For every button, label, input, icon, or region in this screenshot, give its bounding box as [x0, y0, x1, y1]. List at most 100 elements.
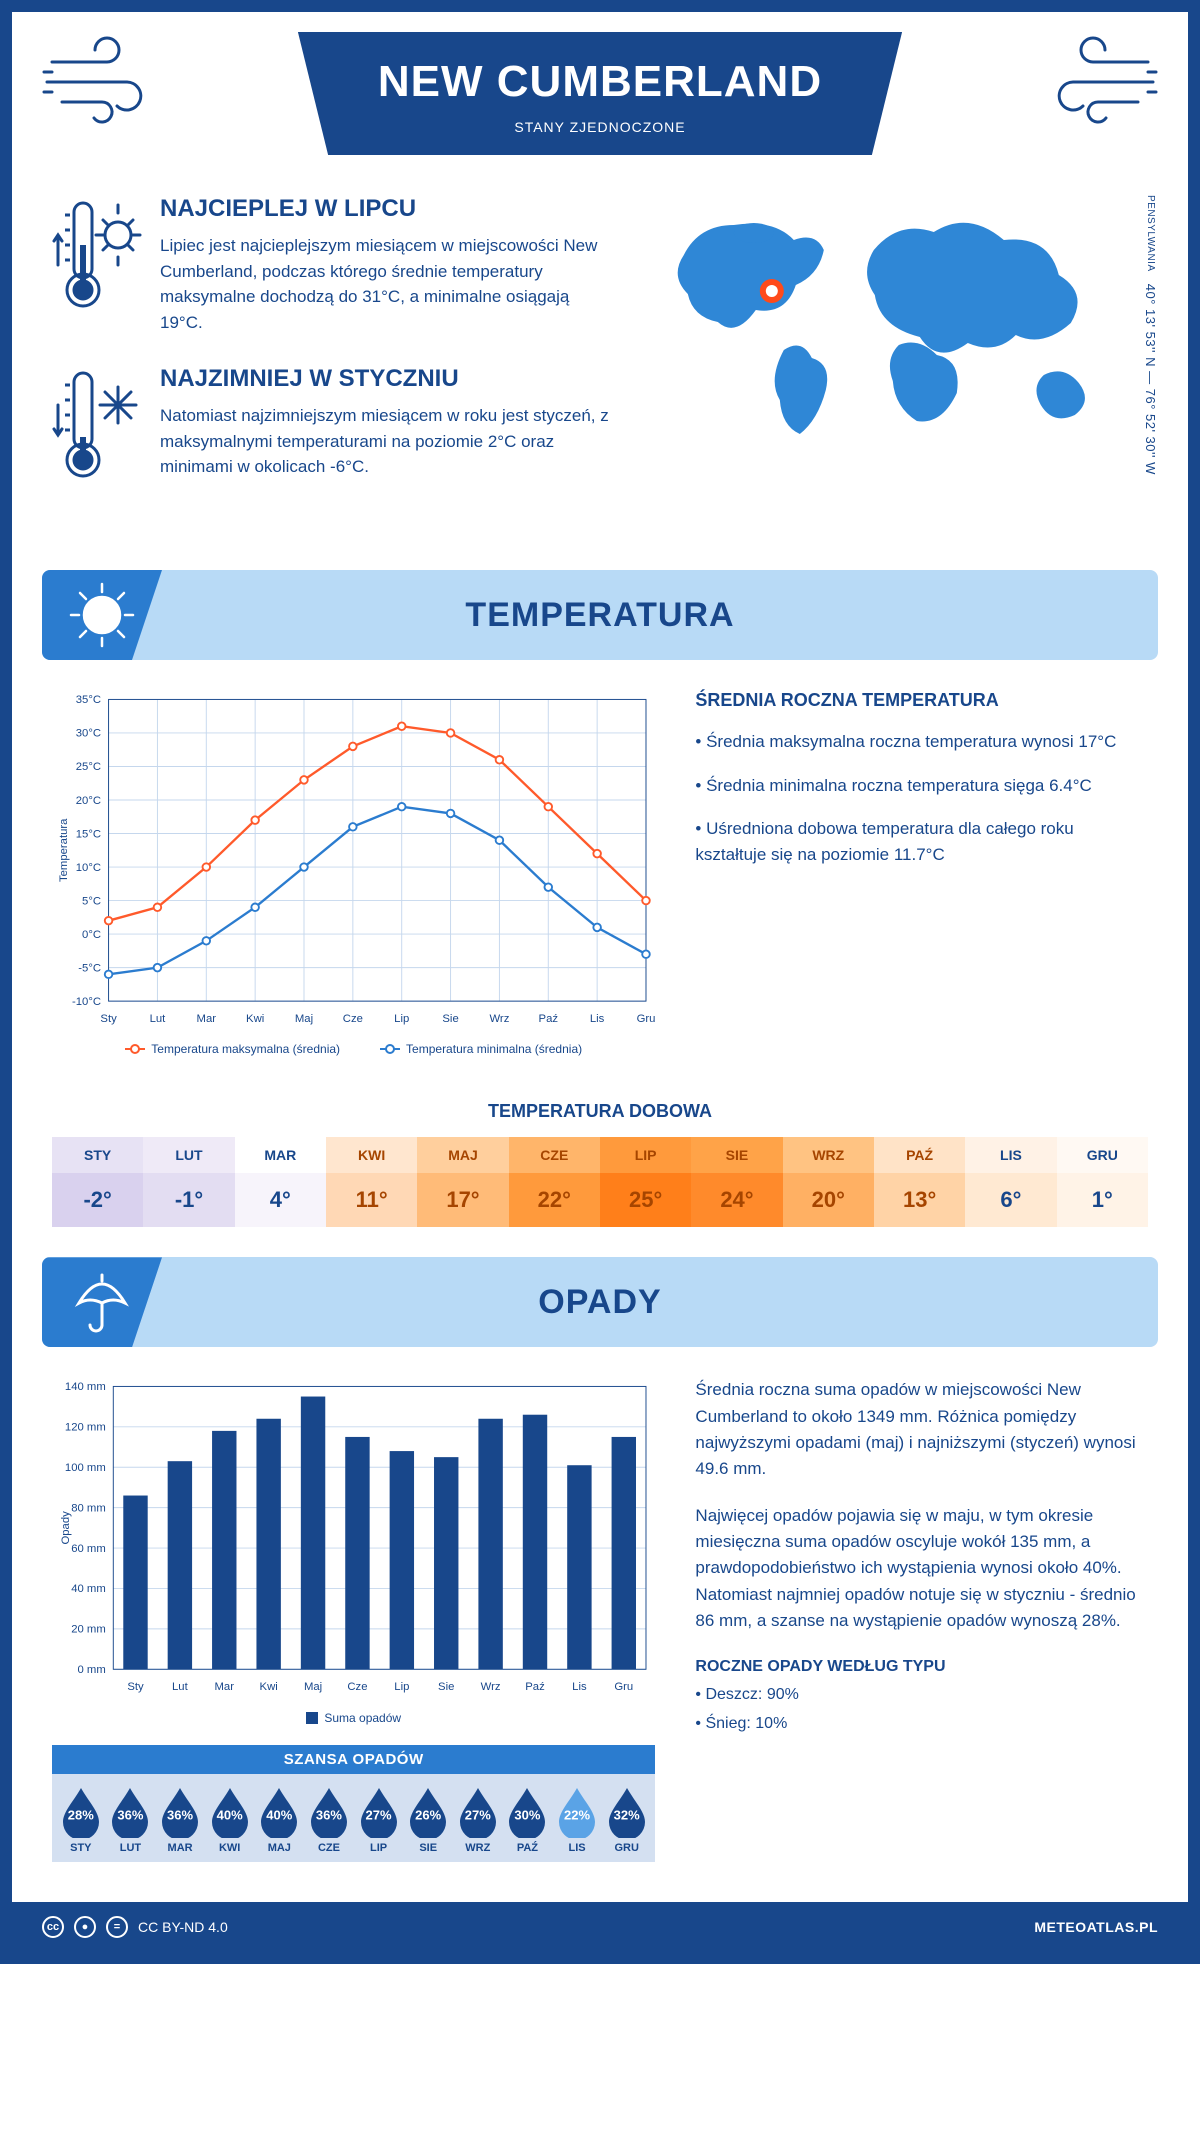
- svg-text:Wrz: Wrz: [481, 1681, 501, 1693]
- intro-section: NAJCIEPLEJ W LIPCU Lipiec jest najcieple…: [12, 185, 1188, 550]
- precip-legend: Suma opadów: [52, 1703, 655, 1725]
- temperature-title: TEMPERATURA: [465, 596, 734, 635]
- thermometer-hot-icon: [52, 195, 142, 335]
- precip-types: ROCZNE OPADY WEDŁUG TYPU • Deszcz: 90% •…: [695, 1655, 1148, 1737]
- chance-col: 28% STY: [56, 1786, 106, 1854]
- temp-summary-heading: ŚREDNIA ROCZNA TEMPERATURA: [695, 690, 1148, 711]
- legend-max: Temperatura maksymalna (średnia): [151, 1042, 340, 1056]
- raindrop-icon: 36%: [307, 1786, 351, 1838]
- city-name: NEW CUMBERLAND: [378, 57, 822, 107]
- wind-icon-left: [42, 32, 182, 132]
- chance-col: 26% SIE: [403, 1786, 453, 1854]
- svg-text:Lis: Lis: [572, 1681, 587, 1693]
- svg-text:100 mm: 100 mm: [65, 1462, 106, 1474]
- daily-col: LIS 6°: [965, 1137, 1056, 1227]
- daily-col: SIE 24°: [691, 1137, 782, 1227]
- coords-text: 40° 13' 53'' N — 76° 52' 30'' W: [1143, 284, 1158, 475]
- daily-col: KWI 11°: [326, 1137, 417, 1227]
- chance-col: 36% CZE: [304, 1786, 354, 1854]
- precipitation-summary: Średnia roczna suma opadów w miejscowośc…: [695, 1377, 1148, 1862]
- chance-col: 40% KWI: [205, 1786, 255, 1854]
- svg-text:10°C: 10°C: [76, 862, 101, 874]
- precipitation-body: 0 mm20 mm40 mm60 mm80 mm100 mm120 mm140 …: [12, 1367, 1188, 1882]
- section-head-temperature: TEMPERATURA: [42, 570, 1158, 660]
- svg-text:Lip: Lip: [394, 1681, 409, 1693]
- svg-text:Cze: Cze: [347, 1681, 367, 1693]
- chance-col: 22% LIS: [552, 1786, 602, 1854]
- chance-col: 36% MAR: [155, 1786, 205, 1854]
- state-label: PENSYLWANIA: [1145, 195, 1156, 272]
- raindrop-icon: 36%: [158, 1786, 202, 1838]
- svg-text:0°C: 0°C: [82, 929, 101, 941]
- precip-para-2: Najwięcej opadów pojawia się w maju, w t…: [695, 1503, 1148, 1635]
- svg-text:Mar: Mar: [215, 1681, 235, 1693]
- svg-text:0 mm: 0 mm: [77, 1664, 105, 1676]
- precip-types-title: ROCZNE OPADY WEDŁUG TYPU: [695, 1655, 1148, 1680]
- svg-text:Mar: Mar: [197, 1013, 217, 1025]
- temperature-body: -10°C-5°C0°C5°C10°C15°C20°C25°C30°C35°CS…: [12, 680, 1188, 1076]
- svg-text:Maj: Maj: [304, 1681, 322, 1693]
- svg-text:5°C: 5°C: [82, 895, 101, 907]
- daily-col: PAŹ 13°: [874, 1137, 965, 1227]
- header-band: NEW CUMBERLAND STANY ZJEDNOCZONE: [12, 12, 1188, 185]
- intro-map: PENSYLWANIA 40° 13' 53'' N — 76° 52' 30'…: [640, 195, 1148, 520]
- daily-col: WRZ 20°: [783, 1137, 874, 1227]
- chance-col: 36% LUT: [106, 1786, 156, 1854]
- raindrop-icon: 26%: [406, 1786, 450, 1838]
- svg-text:30°C: 30°C: [76, 728, 101, 740]
- chance-title: SZANSA OPADÓW: [52, 1745, 655, 1774]
- fact-hot-title: NAJCIEPLEJ W LIPCU: [160, 195, 610, 223]
- daily-col: MAJ 17°: [417, 1137, 508, 1227]
- daily-col: CZE 22°: [509, 1137, 600, 1227]
- precipitation-bar-chart: 0 mm20 mm40 mm60 mm80 mm100 mm120 mm140 …: [52, 1377, 655, 1862]
- country-name: STANY ZJEDNOCZONE: [378, 119, 822, 135]
- temperature-summary: ŚREDNIA ROCZNA TEMPERATURA • Średnia mak…: [695, 690, 1148, 1056]
- precip-type-snow: • Śnieg: 10%: [695, 1712, 1148, 1737]
- intro-facts: NAJCIEPLEJ W LIPCU Lipiec jest najcieple…: [52, 195, 610, 520]
- legend-min: Temperatura minimalna (średnia): [406, 1042, 582, 1056]
- nd-icon: =: [106, 1916, 128, 1938]
- chance-col: 27% LIP: [354, 1786, 404, 1854]
- daily-temp-table: STY -2°LUT -1°MAR 4°KWI 11°MAJ 17°CZE 22…: [52, 1137, 1148, 1227]
- precip-legend-label: Suma opadów: [324, 1711, 401, 1725]
- footer: cc ● = CC BY-ND 4.0 METEOATLAS.PL: [12, 1902, 1188, 1952]
- svg-text:Kwi: Kwi: [260, 1681, 278, 1693]
- raindrop-icon: 27%: [357, 1786, 401, 1838]
- chance-col: 40% MAJ: [255, 1786, 305, 1854]
- temperature-line-chart: -10°C-5°C0°C5°C10°C15°C20°C25°C30°C35°CS…: [52, 690, 655, 1056]
- svg-text:20°C: 20°C: [76, 795, 101, 807]
- svg-text:120 mm: 120 mm: [65, 1422, 106, 1434]
- precipitation-title: OPADY: [538, 1283, 661, 1322]
- raindrop-icon: 40%: [208, 1786, 252, 1838]
- fact-cold-title: NAJZIMNIEJ W STYCZNIU: [160, 365, 610, 393]
- svg-text:Cze: Cze: [343, 1013, 363, 1025]
- svg-text:Gru: Gru: [614, 1681, 633, 1693]
- daily-col: GRU 1°: [1057, 1137, 1148, 1227]
- sun-icon: [42, 570, 162, 660]
- raindrop-icon: 30%: [505, 1786, 549, 1838]
- chance-col: 30% PAŹ: [503, 1786, 553, 1854]
- raindrop-icon: 40%: [257, 1786, 301, 1838]
- cc-icon: cc: [42, 1916, 64, 1938]
- chance-col: 27% WRZ: [453, 1786, 503, 1854]
- svg-text:Lut: Lut: [172, 1681, 189, 1693]
- svg-text:Kwi: Kwi: [246, 1013, 264, 1025]
- temp-bullet-2: • Uśredniona dobowa temperatura dla całe…: [695, 816, 1148, 867]
- svg-text:Sty: Sty: [127, 1681, 144, 1693]
- thermometer-cold-icon: [52, 365, 142, 490]
- raindrop-icon: 32%: [605, 1786, 649, 1838]
- raindrop-icon: 22%: [555, 1786, 599, 1838]
- raindrop-icon: 27%: [456, 1786, 500, 1838]
- site-name: METEOATLAS.PL: [1034, 1919, 1158, 1935]
- daily-col: LIP 25°: [600, 1137, 691, 1227]
- fact-coldest: NAJZIMNIEJ W STYCZNIU Natomiast najzimni…: [52, 365, 610, 490]
- fact-hottest: NAJCIEPLEJ W LIPCU Lipiec jest najcieple…: [52, 195, 610, 335]
- raindrop-icon: 28%: [59, 1786, 103, 1838]
- svg-text:Gru: Gru: [637, 1013, 656, 1025]
- raindrop-icon: 36%: [108, 1786, 152, 1838]
- svg-text:15°C: 15°C: [76, 828, 101, 840]
- chance-col: 32% GRU: [602, 1786, 652, 1854]
- svg-text:25°C: 25°C: [76, 761, 101, 773]
- temp-chart-legend: Temperatura maksymalna (średnia) Tempera…: [52, 1034, 655, 1056]
- svg-text:80 mm: 80 mm: [71, 1503, 106, 1515]
